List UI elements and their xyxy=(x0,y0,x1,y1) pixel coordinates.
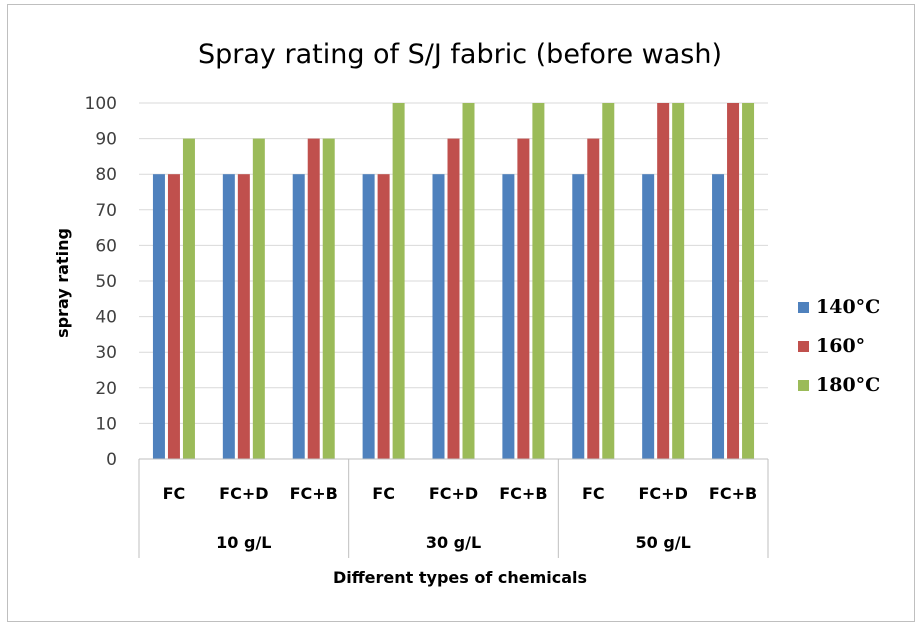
legend-label: 160° xyxy=(816,335,865,357)
x-tick-label: FC+B xyxy=(709,484,757,503)
x-tick-label: FC xyxy=(582,484,605,503)
bar xyxy=(657,103,670,459)
x-tick-label: FC+B xyxy=(290,484,338,503)
chart-title: Spray rating of S/J fabric (before wash) xyxy=(198,39,722,70)
bar xyxy=(362,174,375,459)
bar xyxy=(222,174,235,459)
bar xyxy=(712,174,725,459)
x-tick-label: FC+B xyxy=(499,484,547,503)
y-axis-title: spray rating xyxy=(53,228,72,338)
y-tick-label: 90 xyxy=(95,130,117,150)
y-tick-label: 80 xyxy=(95,165,117,185)
group-label: 10 g/L xyxy=(216,533,271,552)
bar xyxy=(727,103,740,459)
bar xyxy=(602,103,615,459)
legend-label: 140°C xyxy=(816,296,880,318)
legend-swatch xyxy=(798,302,809,313)
x-tick-label: FC+D xyxy=(429,484,478,503)
y-tick-label: 60 xyxy=(95,236,117,256)
x-axis-title: Different types of chemicals xyxy=(333,568,587,587)
bar xyxy=(587,138,600,459)
y-tick-label: 50 xyxy=(95,272,117,292)
bar xyxy=(502,174,515,459)
bar xyxy=(672,103,685,459)
y-tick-label: 10 xyxy=(95,414,117,434)
legend-label: 180°C xyxy=(816,374,880,396)
bar xyxy=(322,138,335,459)
x-tick-label: FC xyxy=(372,484,395,503)
x-tick-label: FC+D xyxy=(219,484,268,503)
y-tick-label: 70 xyxy=(95,201,117,221)
bar xyxy=(182,138,195,459)
bar xyxy=(377,174,390,459)
legend-swatch xyxy=(798,341,809,352)
bar xyxy=(252,138,265,459)
bar xyxy=(532,103,545,459)
bar xyxy=(292,174,305,459)
bar xyxy=(152,174,165,459)
legend-swatch xyxy=(798,380,809,391)
bar xyxy=(167,174,180,459)
bar xyxy=(392,103,405,459)
axes: 0 10 20 30 40 50 60 70 80 90 100 FC FC+D FC+B FC FC+D FC… xyxy=(85,94,769,558)
legend: 140°C 160° 180°C xyxy=(798,296,880,396)
y-tick-label: 20 xyxy=(95,379,117,399)
bar xyxy=(572,174,585,459)
x-tick-label: FC+D xyxy=(638,484,687,503)
chart-frame: Spray rating of S/J fabric (before wash)… xyxy=(7,4,915,622)
bar xyxy=(447,138,460,459)
x-tick-label: FC xyxy=(163,484,186,503)
bar xyxy=(642,174,655,459)
group-label: 30 g/L xyxy=(426,533,481,552)
bar xyxy=(462,103,475,459)
y-tick-label: 30 xyxy=(95,343,117,363)
bar xyxy=(237,174,250,459)
bar xyxy=(742,103,755,459)
bar xyxy=(432,174,445,459)
bar xyxy=(517,138,530,459)
y-tick-label: 0 xyxy=(106,450,117,470)
bars xyxy=(152,103,755,459)
y-tick-label: 40 xyxy=(95,308,117,328)
group-label: 50 g/L xyxy=(636,533,691,552)
bar xyxy=(307,138,320,459)
y-tick-label: 100 xyxy=(85,94,117,114)
chart-svg: Spray rating of S/J fabric (before wash)… xyxy=(53,39,880,587)
